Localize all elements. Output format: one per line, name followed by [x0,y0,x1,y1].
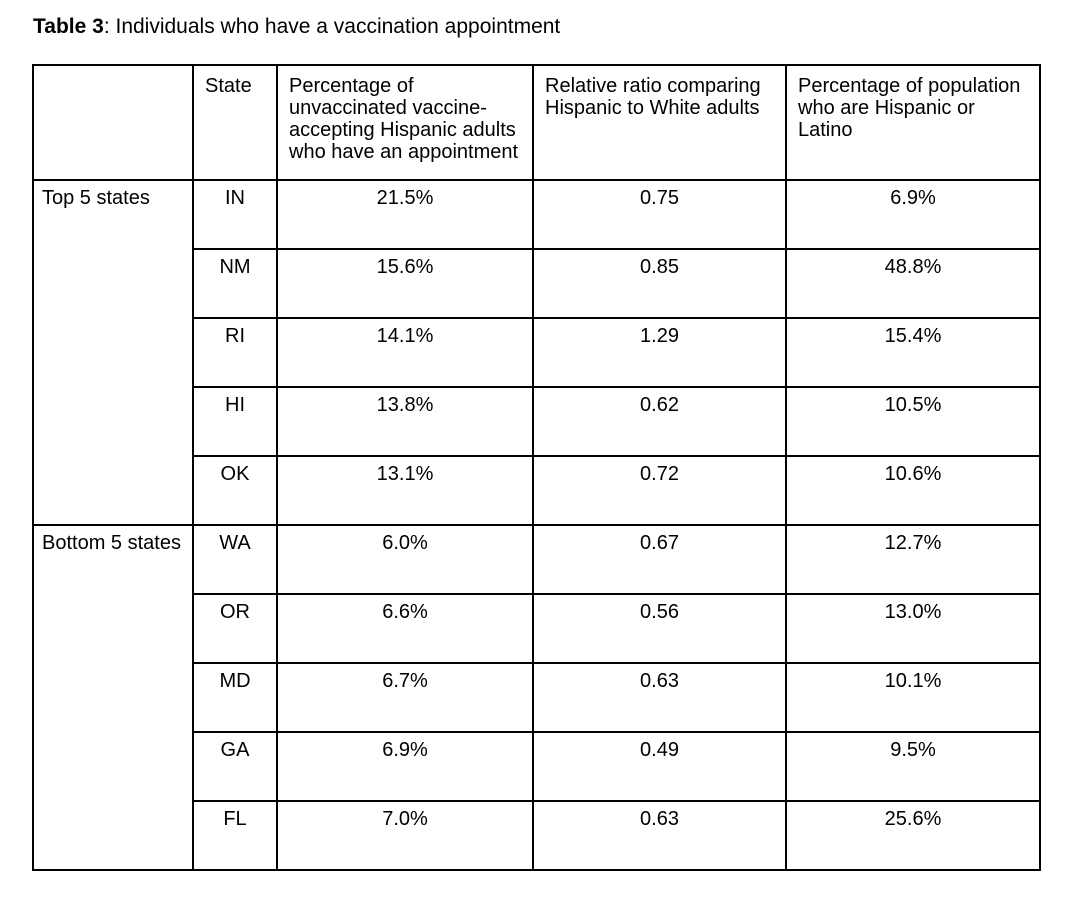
group-label-bottom-5-states: Bottom 5 states [32,524,194,871]
relative-ratio-cell: 0.63 [532,800,787,871]
pct-appointment-cell: 6.0% [276,524,534,595]
header-row: State Percentage of unvaccinated vaccine… [32,64,1041,181]
table-row: NM 15.6% 0.85 48.8% [33,248,1041,319]
column-header-pct-appointment: Percentage of unvaccinated vaccine- acce… [276,64,534,181]
column-header-group [32,64,194,181]
column-header-pct-population: Percentage of population who are Hispani… [785,64,1041,181]
state-cell: IN [192,179,278,250]
column-header-relative-ratio: Relative ratio comparing Hispanic to Whi… [532,64,787,181]
pct-population-cell: 10.5% [785,386,1041,457]
pct-appointment-cell: 15.6% [276,248,534,319]
pct-appointment-cell: 6.6% [276,593,534,664]
vaccination-appointment-table: State Percentage of unvaccinated vaccine… [32,64,1041,871]
state-cell: GA [192,731,278,802]
column-header-state: State [192,64,278,181]
pct-population-cell: 48.8% [785,248,1041,319]
state-cell: RI [192,317,278,388]
relative-ratio-cell: 0.62 [532,386,787,457]
table-row: Top 5 states IN 21.5% 0.75 6.9% [32,179,1041,526]
pct-appointment-cell: 14.1% [276,317,534,388]
state-cell: FL [192,800,278,871]
pct-population-cell: 12.7% [785,524,1041,595]
table-row: Bottom 5 states WA 6.0% 0.67 12.7% [32,524,1041,871]
state-cell: OK [192,455,278,526]
pct-appointment-cell: 21.5% [276,179,534,250]
relative-ratio-cell: 0.72 [532,455,787,526]
table-row: GA 6.9% 0.49 9.5% [33,731,1041,802]
relative-ratio-cell: 0.67 [532,524,787,595]
pct-appointment-cell: 7.0% [276,800,534,871]
pct-population-cell: 10.6% [785,455,1041,526]
table-row: RI 14.1% 1.29 15.4% [33,317,1041,388]
pct-appointment-cell: 6.9% [276,731,534,802]
pct-appointment-cell: 13.8% [276,386,534,457]
pct-population-cell: 6.9% [785,179,1041,250]
state-cell: OR [192,593,278,664]
relative-ratio-cell: 1.29 [532,317,787,388]
pct-population-cell: 10.1% [785,662,1041,733]
group-label-top-5-states: Top 5 states [32,179,194,526]
pct-population-cell: 9.5% [785,731,1041,802]
table-caption: Table 3: Individuals who have a vaccinat… [33,14,1040,40]
pct-appointment-cell: 6.7% [276,662,534,733]
state-cell: NM [192,248,278,319]
document-page: Table 3: Individuals who have a vaccinat… [32,14,1041,871]
table-caption-number: Table 3 [33,15,104,38]
state-cell: MD [192,662,278,733]
table-row: MD 6.7% 0.63 10.1% [33,662,1041,733]
relative-ratio-cell: 0.63 [532,662,787,733]
pct-population-cell: 13.0% [785,593,1041,664]
table-row: OK 13.1% 0.72 10.6% [33,455,1041,526]
state-cell: HI [192,386,278,457]
relative-ratio-cell: 0.75 [532,179,787,250]
table-row: OR 6.6% 0.56 13.0% [33,593,1041,664]
table-caption-text: : Individuals who have a vaccination app… [103,15,561,38]
pct-appointment-cell: 13.1% [276,455,534,526]
state-cell: WA [192,524,278,595]
relative-ratio-cell: 0.49 [532,731,787,802]
relative-ratio-cell: 0.85 [532,248,787,319]
relative-ratio-cell: 0.56 [532,593,787,664]
table-row: HI 13.8% 0.62 10.5% [33,386,1041,457]
table-row: FL 7.0% 0.63 25.6% [33,800,1041,871]
pct-population-cell: 15.4% [785,317,1041,388]
pct-population-cell: 25.6% [785,800,1041,871]
